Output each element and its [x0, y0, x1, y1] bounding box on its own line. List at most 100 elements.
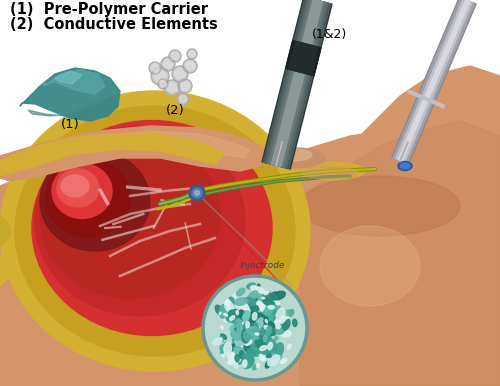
Ellipse shape — [266, 310, 272, 314]
Ellipse shape — [248, 337, 262, 345]
Ellipse shape — [244, 333, 252, 337]
Ellipse shape — [258, 336, 264, 344]
Ellipse shape — [256, 344, 259, 349]
Ellipse shape — [244, 323, 249, 327]
Ellipse shape — [259, 321, 268, 329]
Ellipse shape — [250, 330, 260, 336]
Ellipse shape — [248, 322, 254, 333]
Ellipse shape — [235, 355, 239, 362]
Ellipse shape — [220, 305, 227, 318]
Ellipse shape — [249, 330, 257, 339]
Ellipse shape — [251, 328, 261, 341]
Circle shape — [203, 276, 307, 380]
Ellipse shape — [256, 325, 262, 334]
Ellipse shape — [244, 329, 254, 339]
Ellipse shape — [248, 315, 255, 323]
Ellipse shape — [262, 316, 268, 319]
Ellipse shape — [254, 328, 264, 334]
Ellipse shape — [252, 326, 256, 328]
Circle shape — [167, 83, 177, 93]
Ellipse shape — [276, 308, 285, 322]
Ellipse shape — [263, 326, 270, 338]
Ellipse shape — [251, 313, 260, 323]
Ellipse shape — [254, 323, 258, 327]
Ellipse shape — [264, 316, 272, 324]
Ellipse shape — [232, 293, 238, 298]
Ellipse shape — [239, 343, 250, 351]
Circle shape — [149, 62, 161, 74]
Ellipse shape — [243, 350, 252, 363]
Circle shape — [187, 49, 197, 59]
Ellipse shape — [398, 161, 412, 171]
Ellipse shape — [262, 320, 276, 329]
Ellipse shape — [262, 327, 272, 342]
Circle shape — [158, 79, 168, 89]
Ellipse shape — [226, 311, 233, 321]
Ellipse shape — [241, 303, 250, 317]
Ellipse shape — [250, 322, 258, 336]
Ellipse shape — [252, 320, 258, 325]
Ellipse shape — [266, 330, 274, 337]
Ellipse shape — [252, 322, 263, 330]
Ellipse shape — [238, 308, 247, 314]
Ellipse shape — [254, 335, 266, 342]
Ellipse shape — [256, 327, 261, 333]
Ellipse shape — [248, 337, 252, 343]
Ellipse shape — [243, 354, 250, 362]
Ellipse shape — [244, 323, 252, 328]
Ellipse shape — [213, 338, 222, 345]
Ellipse shape — [261, 325, 266, 328]
Ellipse shape — [224, 318, 228, 322]
Ellipse shape — [248, 328, 257, 340]
Ellipse shape — [252, 325, 258, 332]
Ellipse shape — [320, 226, 420, 306]
Ellipse shape — [254, 316, 263, 329]
Ellipse shape — [246, 322, 250, 328]
Ellipse shape — [256, 317, 263, 321]
Ellipse shape — [260, 320, 273, 328]
Ellipse shape — [235, 338, 246, 350]
Ellipse shape — [15, 106, 295, 356]
Ellipse shape — [254, 331, 260, 340]
Ellipse shape — [254, 324, 258, 329]
Ellipse shape — [270, 311, 281, 317]
Ellipse shape — [244, 312, 248, 318]
Ellipse shape — [278, 330, 291, 337]
Ellipse shape — [237, 317, 245, 323]
Ellipse shape — [246, 324, 254, 333]
Ellipse shape — [257, 318, 262, 326]
Ellipse shape — [249, 322, 260, 334]
Ellipse shape — [247, 323, 259, 332]
Ellipse shape — [250, 308, 257, 321]
Ellipse shape — [232, 317, 241, 324]
Ellipse shape — [233, 328, 243, 334]
Ellipse shape — [252, 322, 260, 335]
Ellipse shape — [262, 308, 275, 316]
Ellipse shape — [276, 320, 278, 322]
Ellipse shape — [242, 352, 249, 366]
Ellipse shape — [260, 323, 270, 337]
Ellipse shape — [264, 292, 268, 295]
Ellipse shape — [259, 328, 268, 340]
Text: Injectrode: Injectrode — [240, 261, 286, 270]
Ellipse shape — [230, 331, 241, 340]
Ellipse shape — [225, 342, 229, 347]
Ellipse shape — [248, 328, 254, 332]
Ellipse shape — [224, 313, 228, 316]
Ellipse shape — [233, 335, 239, 340]
Ellipse shape — [239, 310, 245, 320]
Ellipse shape — [270, 351, 275, 360]
Text: (2)  Conductive Elements: (2) Conductive Elements — [10, 17, 218, 32]
Ellipse shape — [236, 352, 246, 364]
Ellipse shape — [248, 327, 255, 333]
Ellipse shape — [228, 310, 242, 318]
Ellipse shape — [224, 342, 232, 356]
Ellipse shape — [243, 344, 254, 351]
Ellipse shape — [252, 364, 258, 370]
Polygon shape — [20, 68, 120, 121]
Ellipse shape — [260, 330, 264, 335]
Ellipse shape — [254, 325, 261, 331]
Ellipse shape — [236, 345, 248, 357]
Ellipse shape — [241, 326, 250, 338]
Ellipse shape — [263, 334, 269, 340]
